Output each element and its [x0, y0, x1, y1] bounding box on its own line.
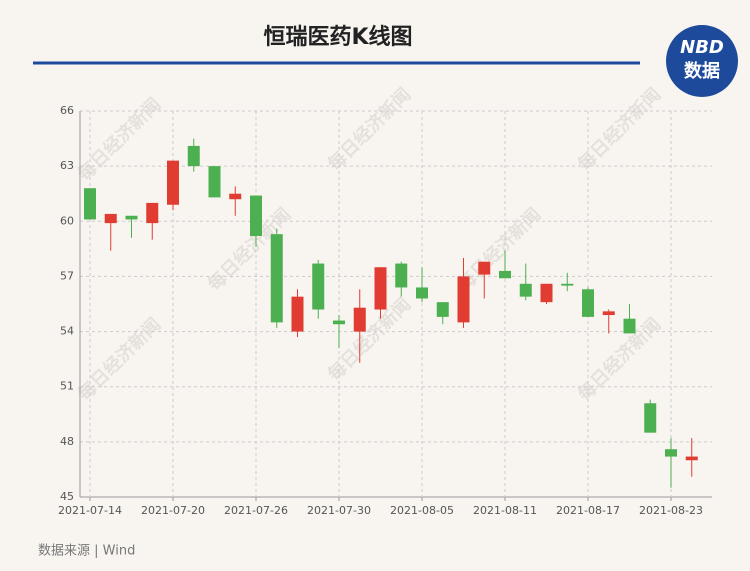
watermark: 每日经济新闻: [73, 313, 165, 405]
candle-body: [416, 287, 428, 299]
candle-body: [436, 302, 449, 317]
watermark: 每日经济新闻: [573, 83, 665, 175]
logo-text: 数据: [684, 60, 720, 82]
candle-body: [665, 449, 677, 457]
candle-body: [146, 202, 159, 224]
candle-body: [519, 283, 532, 297]
candle-body: [623, 318, 636, 334]
candle-body: [478, 261, 491, 275]
y-tick-label: 57: [60, 269, 74, 282]
y-tick-label: 45: [60, 490, 74, 503]
candle-body: [644, 403, 657, 433]
watermark: 每日经济新闻: [73, 93, 165, 185]
candle-body: [374, 267, 387, 310]
x-tick-label: 2021-08-17: [556, 504, 620, 517]
candle-body: [582, 289, 594, 317]
candle-body: [395, 263, 408, 288]
candle-body: [270, 234, 283, 323]
y-tick-label: 63: [60, 159, 74, 172]
candle-body: [312, 263, 325, 310]
candle-body: [499, 270, 511, 279]
x-tick-label: 2021-07-26: [224, 504, 288, 517]
candle-body: [125, 215, 138, 220]
x-tick-label: 2021-08-23: [639, 504, 703, 517]
candle-body: [353, 307, 366, 332]
candle-body: [291, 296, 304, 332]
x-tick-label: 2021-07-30: [307, 504, 371, 517]
x-tick-label: 2021-07-14: [58, 504, 122, 517]
candle-body: [540, 283, 553, 303]
y-tick-label: 66: [60, 104, 74, 117]
y-tick-label: 54: [60, 325, 74, 338]
logo: [666, 25, 738, 97]
candle-body: [685, 456, 698, 461]
candle-body: [250, 195, 262, 236]
candle-body: [187, 145, 200, 167]
y-tick-label: 48: [60, 435, 74, 448]
x-tick-label: 2021-08-11: [473, 504, 537, 517]
x-tick-label: 2021-08-05: [390, 504, 454, 517]
source: 数据来源 | Wind: [38, 544, 135, 559]
candle-body: [167, 160, 179, 205]
y-tick-label: 60: [60, 214, 74, 227]
x-tick-label: 2021-07-20: [141, 504, 205, 517]
candle-body: [602, 311, 615, 316]
candle-body: [457, 276, 470, 323]
candle-body: [208, 166, 221, 198]
watermark: 每日经济新闻: [323, 293, 415, 385]
candle-body: [84, 188, 96, 220]
chart-title: 恒瑞医药K线图: [263, 24, 412, 50]
logo-text: NBD: [680, 37, 724, 58]
candle-body: [104, 213, 117, 224]
candle-body: [229, 193, 242, 200]
candle-body: [561, 283, 574, 286]
watermark: 每日经济新闻: [573, 313, 665, 405]
watermark: 每日经济新闻: [323, 83, 415, 175]
candle-body: [333, 320, 345, 325]
y-tick-label: 51: [60, 380, 74, 393]
